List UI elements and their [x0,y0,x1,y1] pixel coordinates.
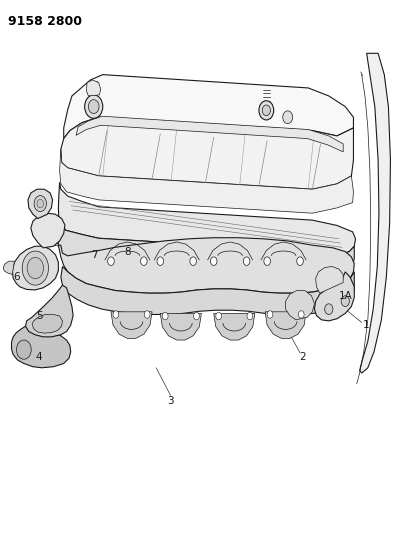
Circle shape [325,304,333,314]
Polygon shape [31,213,65,248]
Polygon shape [60,149,353,213]
Circle shape [22,251,48,285]
Circle shape [144,311,150,318]
Circle shape [85,95,103,118]
Polygon shape [25,285,73,337]
Text: 5: 5 [36,311,42,320]
Circle shape [297,257,303,265]
Polygon shape [58,238,354,293]
Circle shape [88,100,99,114]
Polygon shape [28,189,53,219]
Circle shape [210,257,217,265]
Polygon shape [76,116,343,152]
Polygon shape [58,224,354,276]
Polygon shape [61,266,354,314]
Text: 1: 1 [363,320,369,330]
Circle shape [157,257,164,265]
Polygon shape [214,313,255,340]
Polygon shape [286,290,314,320]
Circle shape [190,257,196,265]
Circle shape [194,312,199,320]
Text: 8: 8 [124,247,131,256]
Circle shape [247,312,253,320]
Polygon shape [64,75,353,139]
Circle shape [341,296,349,306]
Circle shape [262,105,270,116]
Circle shape [27,257,44,279]
Circle shape [108,257,114,265]
Circle shape [283,111,293,124]
Polygon shape [32,314,62,333]
Polygon shape [12,326,71,368]
Circle shape [298,311,304,318]
Circle shape [37,199,44,208]
Circle shape [113,311,119,318]
Text: 4: 4 [36,352,42,362]
Polygon shape [58,182,356,256]
Circle shape [141,257,147,265]
Polygon shape [316,266,343,293]
Polygon shape [86,80,101,96]
Circle shape [267,311,273,318]
Polygon shape [360,53,390,373]
Circle shape [259,101,274,120]
Polygon shape [3,261,14,274]
Polygon shape [111,312,152,338]
Text: 1A: 1A [338,291,352,301]
Polygon shape [265,312,306,338]
Text: 9158 2800: 9158 2800 [8,15,82,28]
Text: 6: 6 [13,272,20,282]
Polygon shape [160,313,201,340]
Polygon shape [61,117,353,189]
Circle shape [34,196,46,212]
Text: 7: 7 [91,250,98,260]
Circle shape [264,257,270,265]
Text: 3: 3 [167,396,174,406]
Circle shape [162,312,168,320]
Circle shape [216,312,222,320]
Polygon shape [314,272,354,321]
Text: 2: 2 [299,352,305,362]
Polygon shape [12,246,58,290]
Circle shape [16,340,31,359]
Circle shape [243,257,250,265]
